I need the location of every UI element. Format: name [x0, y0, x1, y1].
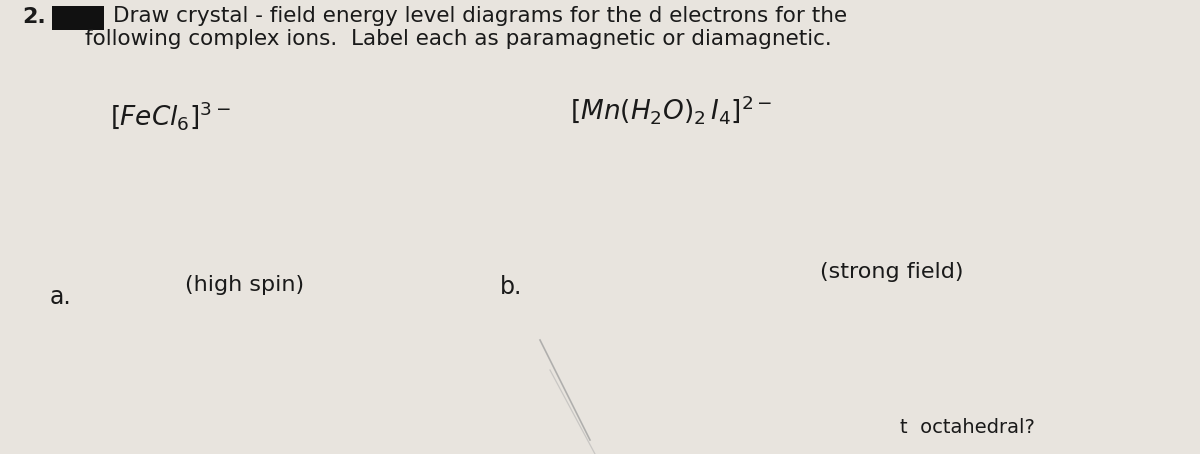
Text: b.: b.: [500, 275, 522, 299]
FancyBboxPatch shape: [52, 6, 104, 30]
Text: $\mathit{[FeCl_6]^{3-}}$: $\mathit{[FeCl_6]^{3-}}$: [110, 100, 230, 133]
Text: a.: a.: [50, 285, 72, 309]
Text: (high spin): (high spin): [185, 275, 304, 295]
Text: (strong field): (strong field): [820, 262, 964, 282]
Text: t  octahedral?: t octahedral?: [900, 418, 1034, 437]
Text: Draw crystal - field energy level diagrams for the d electrons for the: Draw crystal - field energy level diagra…: [113, 6, 847, 26]
Text: $\mathit{[Mn(H_2O)_2\,I_4]^{2-}}$: $\mathit{[Mn(H_2O)_2\,I_4]^{2-}}$: [570, 94, 773, 127]
Text: 2.: 2.: [22, 7, 46, 27]
Text: following complex ions.  Label each as paramagnetic or diamagnetic.: following complex ions. Label each as pa…: [85, 29, 832, 49]
